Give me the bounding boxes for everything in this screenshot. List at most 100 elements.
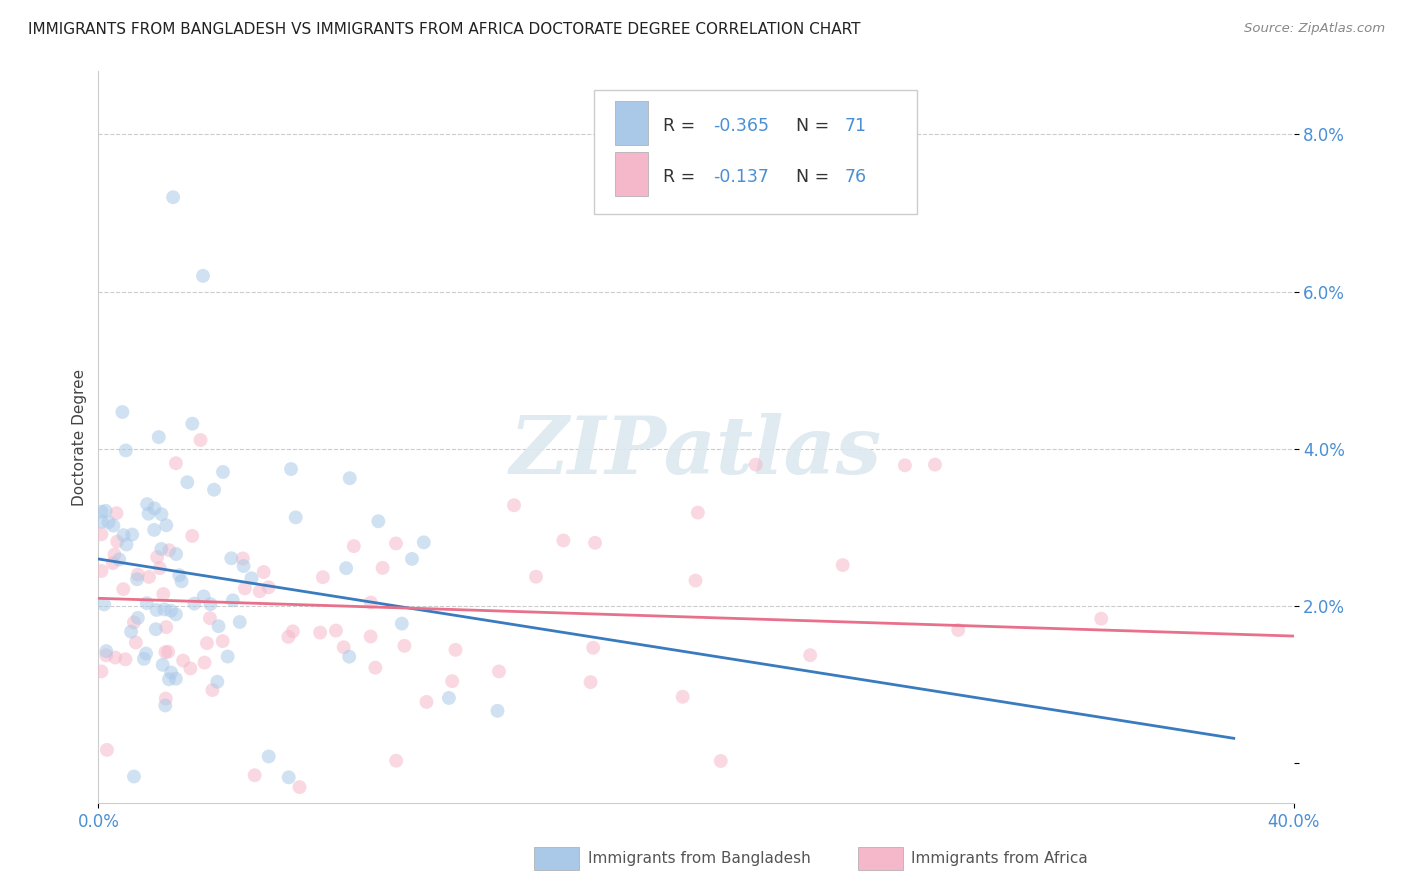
Point [277,630,299,644]
Point [94,504,117,518]
Point [233,582,256,596]
Point [441,674,464,689]
Point [211,634,233,648]
Point [138,570,160,584]
Point [90,564,112,578]
Point [101,556,124,570]
Point [132,652,155,666]
Point [229,615,252,629]
Point [367,514,389,528]
Point [121,527,143,541]
Point [371,561,394,575]
Point [96,648,118,663]
Text: R =: R = [662,169,700,186]
Point [143,501,166,516]
Point [125,572,148,586]
Point [105,506,128,520]
Point [145,622,167,636]
Point [360,630,382,644]
Point [193,590,215,604]
Point [191,268,214,283]
Point [181,417,204,431]
Point [157,673,180,687]
Point [112,582,135,596]
Text: N =: N = [796,117,835,136]
Point [150,541,173,556]
Point [90,515,112,529]
Point [437,690,460,705]
Point [486,704,509,718]
Text: ZIPatlas: ZIPatlas [510,413,882,491]
Point [309,625,332,640]
Point [257,749,280,764]
Point [136,497,159,511]
Point [672,690,695,704]
Point [212,465,235,479]
Point [745,458,768,472]
Point [524,570,547,584]
Point [195,636,218,650]
Point [412,535,434,549]
Point [145,603,167,617]
Bar [614,101,648,145]
Point [222,593,245,607]
Point [217,649,239,664]
Point [181,529,204,543]
Point [155,645,177,659]
Point [155,620,177,634]
Point [488,665,510,679]
Point [90,505,112,519]
Point [135,596,157,610]
Point [104,650,127,665]
Point [162,190,184,204]
Point [799,648,821,663]
Point [146,550,169,565]
Point [93,598,115,612]
Text: -0.137: -0.137 [713,169,769,186]
Point [97,515,120,529]
Point [243,768,266,782]
Point [325,624,347,638]
Point [249,584,271,599]
Point [105,534,128,549]
Point [924,458,946,472]
Point [115,537,138,551]
Point [686,506,709,520]
Point [112,528,135,542]
Text: Source: ZipAtlas.com: Source: ZipAtlas.com [1244,22,1385,36]
Text: Immigrants from Bangladesh: Immigrants from Bangladesh [588,852,810,866]
Bar [614,152,648,195]
Point [503,498,526,512]
Point [90,527,112,541]
Point [157,543,180,558]
Point [120,624,142,639]
Point [90,665,112,679]
Point [103,518,125,533]
Text: Immigrants from Africa: Immigrants from Africa [911,852,1088,866]
Point [710,754,733,768]
Point [335,561,357,575]
Point [582,640,605,655]
Point [152,587,174,601]
Point [122,615,145,630]
Point [1090,612,1112,626]
Point [122,770,145,784]
Point [165,672,187,686]
Text: 71: 71 [844,117,866,136]
Point [583,536,606,550]
Point [394,639,416,653]
Point [444,643,467,657]
Point [135,647,157,661]
Point [125,635,148,649]
Point [360,595,382,609]
Point [183,597,205,611]
Point [201,683,224,698]
Point [339,471,361,485]
Point [155,691,177,706]
Point [169,568,191,582]
Point [114,652,136,666]
Point [280,462,302,476]
Point [831,558,853,572]
Point [200,597,222,611]
Point [219,551,242,566]
